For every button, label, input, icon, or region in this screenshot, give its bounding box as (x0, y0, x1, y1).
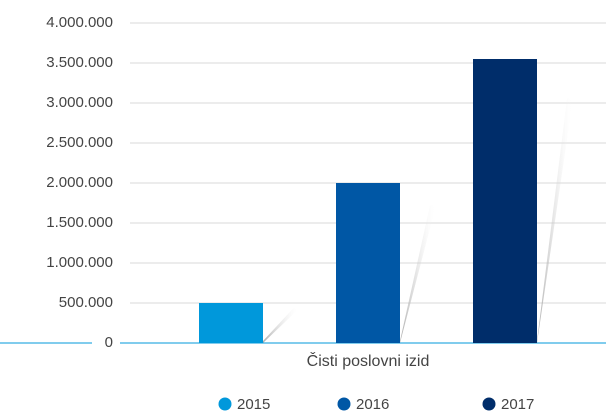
y-tick-label: 1.500.000 (46, 214, 113, 231)
y-tick-label: 0 (105, 334, 113, 351)
bar (473, 59, 537, 343)
legend-marker (218, 397, 232, 411)
bar (199, 303, 263, 343)
bar-shadow (537, 98, 573, 343)
y-tick-label: 1.000.000 (46, 254, 113, 271)
legend-label: 2015 (237, 396, 270, 412)
y-tick-label: 2.000.000 (46, 174, 113, 191)
y-tick-label: 3.500.000 (46, 54, 113, 71)
legend-label: 2016 (356, 396, 389, 412)
y-tick-label: 500.000 (59, 294, 113, 311)
y-tick-label: 4.000.000 (46, 14, 113, 31)
y-tick-label: 2.500.000 (46, 134, 113, 151)
legend-marker (337, 397, 351, 411)
legend-label: 2017 (501, 396, 534, 412)
x-tick-label: Čisti poslovni izid (307, 351, 430, 370)
bar-shadow (400, 205, 436, 343)
y-tick-label: 3.000.000 (46, 94, 113, 111)
bar (336, 183, 400, 343)
bar-shadow (263, 308, 299, 343)
legend-marker (482, 397, 496, 411)
